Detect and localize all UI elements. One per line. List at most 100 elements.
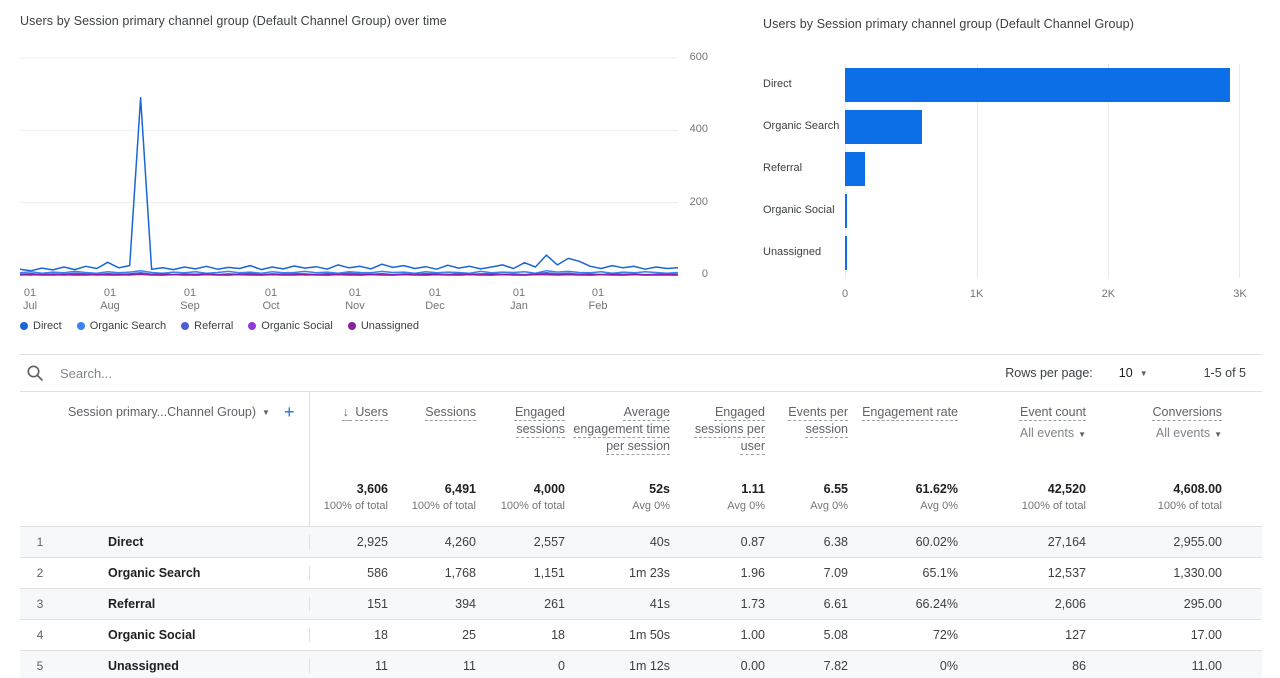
row-number: 4: [36, 628, 44, 642]
y-tick-label: 400: [689, 123, 708, 136]
cell-sessions: 1,768: [444, 566, 476, 580]
legend-dot-icon: [76, 322, 85, 330]
column-sort-engagement_rate[interactable]: Engagement rate: [862, 405, 958, 419]
y-tick-label: 0: [701, 268, 708, 280]
totals-spacer-cell: [20, 471, 310, 526]
legend-item-direct: Direct: [20, 320, 62, 332]
x-tick-day: 01: [103, 287, 117, 299]
cell-sessions: 25: [462, 628, 476, 642]
row-number: 5: [36, 659, 44, 673]
column-filter-conversions[interactable]: All events ▼: [1155, 426, 1222, 440]
line-chart: [20, 57, 678, 276]
cell-avg_engagement_time: 40s: [649, 535, 670, 549]
cell-engaged_sessions_per_user: 1.73: [740, 597, 765, 611]
x-tick-label: 01 Aug: [100, 287, 120, 313]
total-value: 42,520: [1047, 482, 1086, 496]
row-number: 1: [36, 535, 44, 549]
column-sort-conversions[interactable]: Conversions: [1152, 405, 1222, 419]
cell-conversions: 17.00: [1190, 628, 1222, 642]
legend-label: Organic Social: [261, 320, 333, 332]
cell-sessions: 11: [463, 659, 476, 673]
bar-gridline: [1239, 64, 1240, 278]
column-sort-events_per_session[interactable]: Events per session: [788, 405, 848, 436]
total-sublabel: 100% of total: [500, 500, 565, 512]
cell-sessions: 394: [455, 597, 476, 611]
search-input[interactable]: [60, 365, 480, 381]
bar-chart: [845, 64, 1240, 278]
pagination-range: 1-5 of 5: [1203, 366, 1246, 380]
column-header-engaged_sessions: Engaged sessions: [476, 392, 565, 471]
column-filter-event_count[interactable]: All events ▼: [1019, 426, 1086, 440]
total-engaged_sessions_per_user: 1.11 Avg 0%: [670, 471, 765, 526]
bar-x-tick-label: 0: [841, 288, 849, 300]
cell-engaged_sessions: 18: [551, 628, 565, 642]
bar-direct: [845, 68, 1231, 102]
rows-per-page-select[interactable]: 10 ▼: [1119, 366, 1148, 380]
cell-event_count: 12,537: [1047, 566, 1086, 580]
total-sublabel: 100% of total: [1157, 500, 1222, 512]
dimension-label: Session primary...Channel Group): [68, 405, 257, 419]
cell-engaged_sessions_per_user: 1.96: [740, 566, 765, 580]
row-number: 3: [36, 597, 44, 611]
chevron-down-icon: ▼: [1078, 430, 1086, 439]
cell-users: 151: [367, 597, 388, 611]
total-sublabel: 100% of total: [1021, 500, 1086, 512]
cell-engagement_rate: 72%: [932, 628, 958, 642]
legend-label: Direct: [33, 320, 62, 332]
column-header-conversions: Conversions All events ▼: [1086, 392, 1260, 471]
column-sort-avg_engagement_time[interactable]: Average engagement time per session: [573, 405, 670, 453]
x-tick-month: Feb: [588, 300, 608, 312]
dimension-header-cell: Session primary...Channel Group) ▼ +: [20, 392, 310, 471]
column-sort-sessions[interactable]: Sessions: [425, 405, 476, 419]
sort-desc-icon: ↓: [342, 405, 353, 419]
total-engaged_sessions: 4,000 100% of total: [476, 471, 565, 526]
dimension-selector[interactable]: Session primary...Channel Group) ▼: [68, 404, 270, 421]
column-sort-engaged_sessions[interactable]: Engaged sessions: [514, 405, 565, 436]
column-sort-engaged_sessions_per_user[interactable]: Engaged sessions per user: [694, 405, 765, 453]
table-row: 3 Referral 151 394 261 41s 1.73 6.61 66.24% 2,606…: [20, 589, 1262, 620]
total-avg_engagement_time: 52s Avg 0%: [565, 471, 670, 526]
cell-engagement_rate: 0%: [939, 659, 958, 673]
total-users: 3,606 100% of total: [310, 471, 388, 526]
column-header-engagement_rate: Engagement rate: [848, 392, 958, 471]
cell-conversions: 295.00: [1183, 597, 1222, 611]
total-sublabel: Avg 0%: [920, 500, 958, 512]
bar-organic-social: [845, 194, 848, 228]
x-tick-month: Aug: [100, 300, 120, 312]
table-header-row: Session primary...Channel Group) ▼ + ↓ User…: [20, 392, 1262, 471]
cell-users: 2,925: [356, 535, 388, 549]
total-value: 52s: [649, 482, 670, 496]
x-tick-label: 01 Nov: [345, 287, 365, 313]
x-tick-label: 01 Dec: [425, 287, 445, 313]
legend-dot-icon: [347, 322, 356, 330]
chevron-down-icon: ▼: [1139, 368, 1148, 378]
line-chart-title: Users by Session primary channel group (…: [20, 14, 447, 28]
x-tick-month: Oct: [262, 300, 280, 312]
bar-unassigned: [845, 236, 847, 270]
cell-conversions: 1,330.00: [1173, 566, 1222, 580]
cell-avg_engagement_time: 1m 50s: [629, 628, 670, 642]
column-header-engaged_sessions_per_user: Engaged sessions per user: [670, 392, 765, 471]
total-value: 4,000: [533, 482, 565, 496]
row-channel-referral: Referral: [60, 597, 310, 611]
total-value: 3,606: [356, 482, 388, 496]
cell-engaged_sessions_per_user: 0.87: [740, 535, 765, 549]
column-sort-users[interactable]: ↓ Users: [342, 405, 388, 419]
total-value: 1.11: [741, 482, 765, 496]
column-sort-event_count[interactable]: Event count: [1019, 405, 1086, 419]
cell-engaged_sessions_per_user: 1.00: [740, 628, 765, 642]
cell-events_per_session: 5.08: [823, 628, 848, 642]
bar-category-label: Organic Social: [763, 204, 835, 216]
cell-event_count: 127: [1065, 628, 1086, 642]
data-table: Session primary...Channel Group) ▼ + ↓ User…: [20, 392, 1262, 678]
chevron-down-icon: ▼: [1214, 430, 1222, 439]
x-tick-day: 01: [428, 287, 442, 299]
bar-gridline: [1108, 64, 1110, 278]
cell-conversions: 2,955.00: [1173, 535, 1222, 549]
add-dimension-button[interactable]: +: [283, 402, 295, 422]
bar-x-tick-label: 3K: [1233, 288, 1247, 300]
x-tick-label: 01 Oct: [262, 287, 279, 313]
total-value: 61.62%: [915, 482, 958, 496]
y-tick-label: 200: [689, 195, 708, 208]
cell-engaged_sessions: 1,151: [533, 566, 565, 580]
